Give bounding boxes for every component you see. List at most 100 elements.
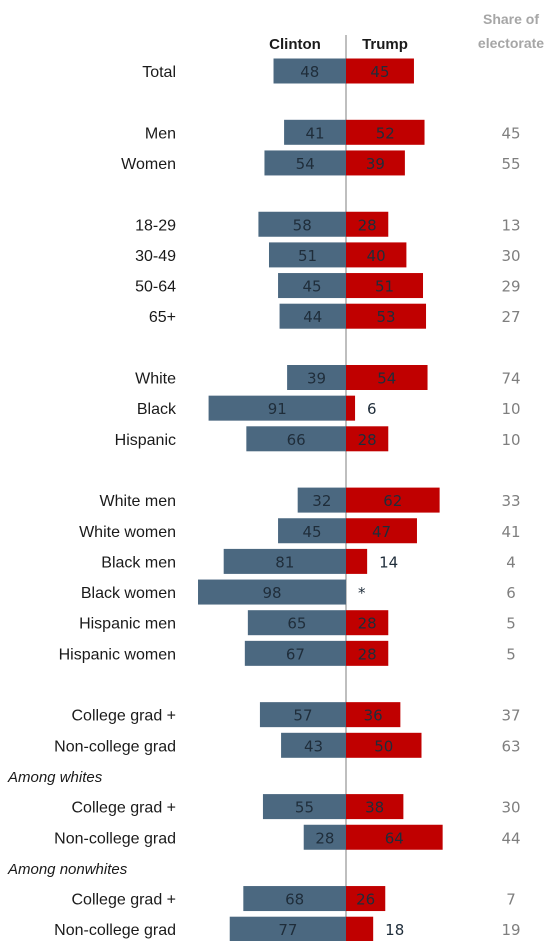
category-label: White women: [79, 524, 176, 541]
clinton-bar: [264, 150, 346, 176]
clinton-value-label: 98: [262, 584, 281, 602]
section-label: Among whites: [7, 769, 103, 786]
clinton-value-label: 39: [307, 370, 326, 388]
category-label: Total: [142, 64, 176, 81]
clinton-value-label: 45: [302, 523, 321, 541]
clinton-bar: [247, 610, 346, 636]
clinton-value-label: 55: [295, 799, 314, 817]
category-label: 65+: [149, 309, 176, 326]
clinton-bar: [229, 916, 346, 941]
clinton-value-label: 45: [302, 278, 321, 296]
share-value: 30: [501, 799, 520, 817]
trump-value-label: 6: [367, 400, 377, 418]
clinton-value-label: 68: [285, 891, 304, 909]
clinton-value-label: 58: [293, 216, 312, 234]
trump-bar: [346, 610, 389, 636]
share-value: 29: [501, 278, 520, 296]
category-label: 30-49: [135, 248, 176, 265]
trump-value-label: 28: [358, 216, 377, 234]
category-label: Black women: [81, 585, 176, 602]
share-value: 6: [506, 584, 516, 602]
clinton-value-label: 57: [293, 707, 312, 725]
trump-bar: [346, 518, 417, 544]
clinton-bar: [278, 518, 346, 544]
trump-bar: [346, 732, 422, 758]
share-value: 41: [501, 523, 520, 541]
trump-value-label: 50: [374, 737, 393, 755]
share-value: 4: [506, 553, 516, 571]
clinton-bar: [262, 794, 346, 820]
clinton-value-label: 43: [304, 737, 323, 755]
clinton-value-label: 41: [305, 124, 324, 142]
trump-bar: [346, 242, 407, 268]
trump-value-label: 52: [376, 124, 395, 142]
clinton-bar: [287, 365, 346, 390]
clinton-bar: [281, 732, 346, 758]
category-label: White men: [100, 493, 176, 510]
share-value: 27: [501, 308, 520, 326]
trump-bar: [346, 886, 386, 912]
clinton-bar: [259, 702, 346, 728]
share-value: 7: [506, 891, 516, 909]
trump-bar: [346, 824, 443, 850]
category-label: College grad +: [71, 892, 176, 909]
trump-bar: [346, 487, 440, 513]
trump-bar: [346, 303, 427, 329]
trump-value-label: 51: [375, 278, 394, 296]
category-label: 50-64: [135, 279, 176, 296]
category-label: Women: [121, 156, 176, 173]
trump-value-label: 64: [385, 829, 404, 847]
share-header-line2: electorate: [478, 35, 544, 51]
share-value: 5: [506, 645, 516, 663]
trump-value-label: 40: [367, 247, 386, 265]
share-value: 37: [501, 707, 520, 725]
clinton-value-label: 32: [312, 492, 331, 510]
clinton-value-label: 66: [287, 431, 306, 449]
trump-bar: [346, 150, 405, 176]
category-label: Black: [137, 401, 177, 418]
trump-value-label: 18: [385, 921, 404, 939]
clinton-bar: [208, 395, 346, 421]
clinton-value-label: 54: [296, 155, 315, 173]
trump-value-label: 28: [358, 431, 377, 449]
trump-value-label: 26: [356, 891, 375, 909]
category-label: Hispanic men: [79, 616, 176, 633]
share-value: 33: [501, 492, 520, 510]
clinton-bar: [223, 548, 346, 574]
clinton-value-label: 28: [315, 829, 334, 847]
category-label: Hispanic: [115, 432, 176, 449]
trump-value-label: 36: [364, 707, 383, 725]
trump-bar: [346, 58, 414, 84]
trump-value-label: *: [358, 584, 366, 602]
clinton-value-label: 81: [275, 553, 294, 571]
category-label: College grad +: [71, 708, 176, 725]
trump-bar: [346, 273, 424, 299]
clinton-bar: [246, 426, 346, 452]
trump-value-label: 45: [370, 63, 389, 81]
clinton-value-label: 48: [300, 63, 319, 81]
share-value: 44: [501, 829, 520, 847]
clinton-value-label: 77: [278, 921, 297, 939]
category-label: Hispanic women: [59, 646, 176, 663]
clinton-value-label: 44: [303, 308, 322, 326]
clinton-bar: [244, 640, 346, 666]
trump-value-label: 14: [379, 553, 398, 571]
trump-bar: [346, 395, 356, 421]
trump-value-label: 28: [358, 645, 377, 663]
share-value: 63: [501, 737, 520, 755]
clinton-bar: [268, 242, 346, 268]
share-value: 45: [501, 124, 520, 142]
category-label: Non-college grad: [54, 830, 176, 847]
clinton-value-label: 67: [286, 645, 305, 663]
clinton-value-label: 91: [268, 400, 287, 418]
trump-value-label: 62: [383, 492, 402, 510]
trump-value-label: 53: [376, 308, 395, 326]
trump-value-label: 38: [365, 799, 384, 817]
share-value: 19: [501, 921, 520, 939]
category-label: College grad +: [71, 800, 176, 817]
clinton-bar: [279, 303, 346, 329]
share-value: 55: [501, 155, 520, 173]
share-value: 10: [501, 431, 520, 449]
trump-bar: [346, 119, 425, 145]
trump-value-label: 47: [372, 523, 391, 541]
